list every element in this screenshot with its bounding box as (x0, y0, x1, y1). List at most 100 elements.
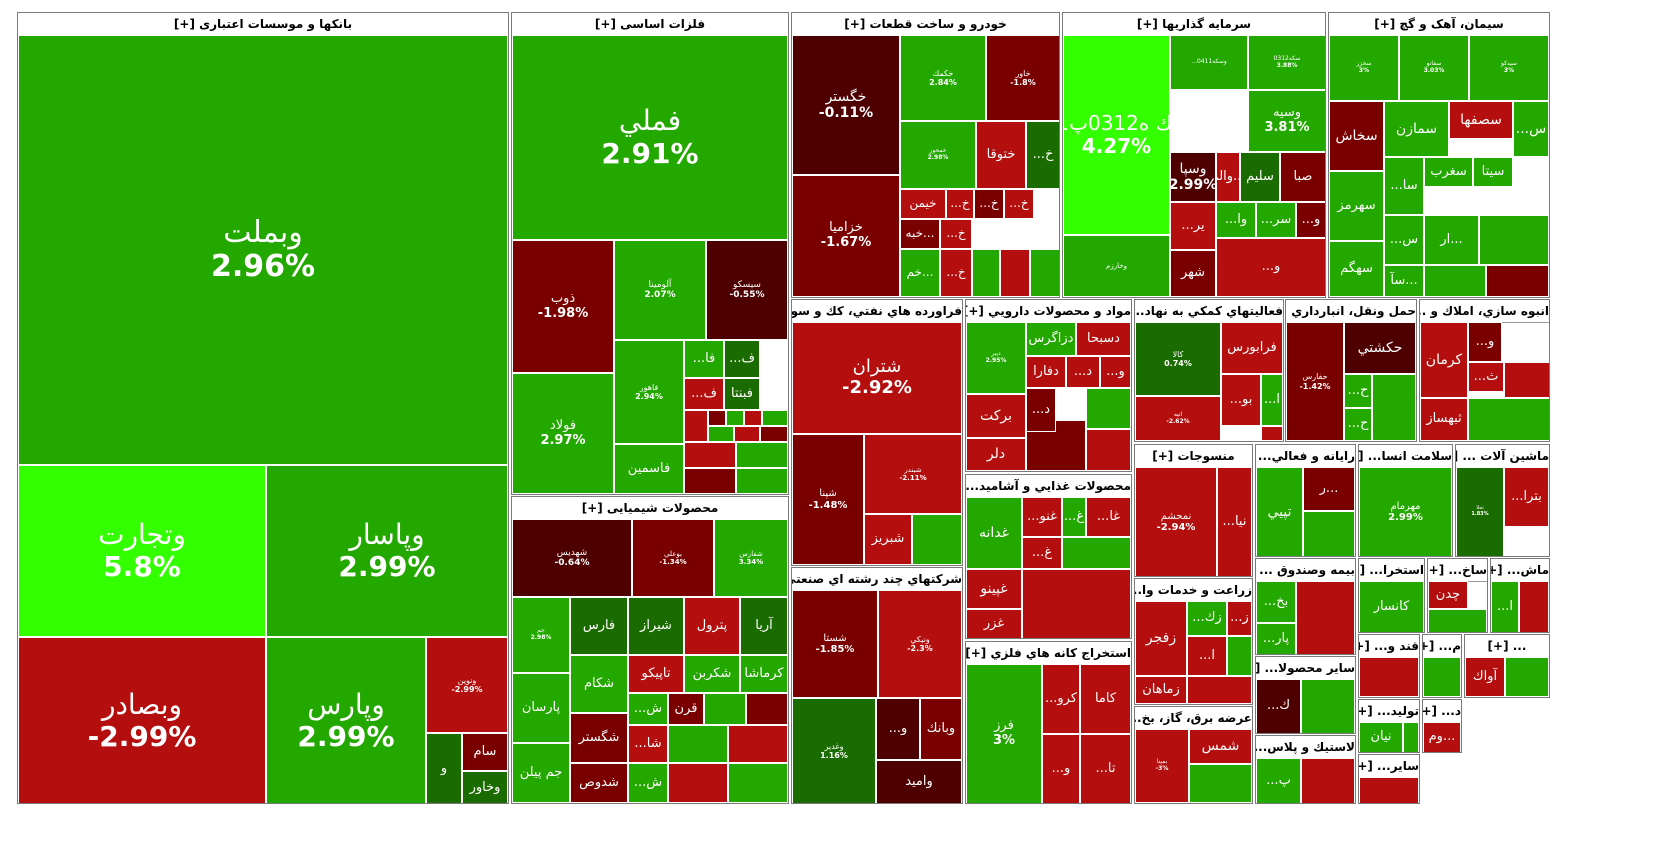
sector-title-expand-button[interactable]: توليد... [+] (1359, 700, 1419, 723)
stock-tile[interactable]: دزاگرس (1026, 322, 1076, 356)
stock-tile[interactable]: فرابورس (1221, 322, 1283, 374)
stock-tile[interactable]: و... (1296, 202, 1325, 238)
sector-title-expand-button[interactable]: استخرا... [+] (1359, 559, 1424, 582)
stock-tile[interactable]: خكمك 2.84% (900, 35, 986, 121)
stock-tile[interactable]: ا... (1187, 636, 1227, 676)
stock-tile[interactable]: سر... (1256, 202, 1296, 238)
stock-tile[interactable]: ...وم (1423, 722, 1461, 752)
stock-tile[interactable]: سك ه0312پ014.27% (1063, 35, 1170, 235)
stock-tile[interactable] (1086, 429, 1131, 471)
stock-tile[interactable] (726, 410, 744, 426)
stock-tile[interactable]: وخاور (462, 771, 508, 803)
stock-tile[interactable]: نيان (1359, 722, 1403, 752)
stock-tile[interactable]: واميد (876, 760, 962, 803)
stock-tile[interactable]: سفانو 3.03% (1399, 35, 1469, 101)
stock-tile[interactable]: زماهان (1135, 676, 1187, 704)
stock-tile[interactable]: ف... (724, 340, 760, 378)
sector-title-expand-button[interactable]: قند و... [+] (1359, 635, 1419, 658)
stock-tile[interactable]: خ... (946, 189, 974, 219)
sector-title-expand-button[interactable]: استخراج كانه هاي فلزي [+] (966, 642, 1131, 665)
stock-tile[interactable]: بخ... (1256, 581, 1296, 623)
stock-tile[interactable] (1187, 676, 1252, 704)
stock-tile[interactable] (736, 468, 788, 494)
stock-tile[interactable]: سصفها (1449, 101, 1513, 139)
stock-tile[interactable]: و... (1100, 356, 1131, 388)
stock-tile[interactable] (1505, 657, 1549, 697)
stock-tile[interactable]: كانسار (1359, 581, 1424, 632)
stock-tile[interactable] (1303, 511, 1355, 556)
sector-title-expand-button[interactable]: محصولات شیمیایی [+] (512, 497, 788, 520)
stock-tile[interactable]: ديبر 2.95% (966, 322, 1026, 394)
stock-tile[interactable] (1022, 569, 1131, 638)
stock-tile[interactable] (1296, 581, 1355, 654)
stock-tile[interactable]: شپنا -1.48% (792, 434, 864, 565)
stock-tile[interactable]: سليم (1240, 152, 1280, 202)
stock-tile[interactable]: كاما (1080, 664, 1131, 734)
stock-tile[interactable]: شهديس -0.64% (512, 519, 632, 597)
stock-tile[interactable]: سهرمز (1329, 171, 1384, 241)
sector-title-expand-button[interactable]: فراورده هاي نفتي، كك و سو... [+] (792, 300, 962, 323)
stock-tile[interactable]: بوعلي -1.34% (632, 519, 714, 597)
stock-tile[interactable]: اتيه -2.62% (1135, 396, 1221, 441)
stock-tile[interactable]: ونيكي -2.3% (878, 590, 962, 698)
stock-tile[interactable]: ونوین -2.99% (426, 637, 508, 733)
sector-title-expand-button[interactable]: عرضه برق، گاز، بخ... [+] (1135, 707, 1252, 730)
sector-title-expand-button[interactable]: م... [+] (1423, 635, 1461, 658)
sector-title-expand-button[interactable]: فلزات اساسی [+] (512, 13, 788, 36)
stock-tile[interactable]: سكه0312 3.88% (1248, 35, 1325, 90)
stock-tile[interactable]: شدوص (570, 763, 628, 803)
sector-title-expand-button[interactable]: خودرو و ساخت قطعات [+] (792, 13, 1059, 36)
stock-tile[interactable]: ...والم (1216, 152, 1240, 202)
stock-tile[interactable]: فارس (570, 597, 628, 655)
sector-title-expand-button[interactable]: فعاليتهاي كمكي به نهاد... [+] (1135, 300, 1283, 323)
stock-tile[interactable]: بركت (966, 394, 1026, 438)
stock-tile[interactable]: آواك (1465, 657, 1505, 697)
stock-tile[interactable]: پارسان (512, 673, 570, 743)
stock-tile[interactable]: خزاميا -1.67% (792, 175, 900, 297)
stock-tile[interactable]: سهگم (1329, 241, 1384, 297)
stock-tile[interactable]: ك... (1256, 679, 1301, 733)
stock-tile[interactable]: كرو... (1042, 664, 1080, 734)
stock-tile[interactable]: وپاسار 2.99% (266, 465, 508, 637)
sector-title-expand-button[interactable]: ... [+] (1465, 635, 1549, 658)
stock-tile[interactable]: دفارا (1026, 356, 1066, 388)
stock-tile[interactable] (668, 725, 728, 763)
stock-tile[interactable]: ف... (684, 378, 724, 410)
stock-tile[interactable]: غنو... (1022, 497, 1062, 537)
stock-tile[interactable]: شفارس 3.34% (714, 519, 788, 597)
sector-title-expand-button[interactable]: بيمه وصندوق ... [+] (1256, 559, 1355, 582)
stock-tile[interactable]: غدانه (966, 497, 1022, 569)
stock-tile[interactable] (684, 468, 736, 494)
stock-tile[interactable] (684, 442, 736, 468)
sector-title-expand-button[interactable]: حمل ونقل، انبارداري ... [+] (1286, 300, 1416, 323)
stock-tile[interactable]: شكربن (684, 655, 740, 693)
stock-tile[interactable]: خ... (1004, 189, 1034, 219)
stock-tile[interactable]: غ... (1022, 537, 1062, 569)
stock-tile[interactable] (1026, 420, 1086, 471)
stock-tile[interactable]: شهر (1170, 250, 1216, 297)
stock-tile[interactable]: ...خم (900, 249, 940, 297)
stock-tile[interactable]: وتجارت 5.8% (18, 465, 266, 637)
stock-tile[interactable] (762, 410, 788, 426)
stock-tile[interactable]: پترول (684, 597, 740, 655)
stock-tile[interactable] (1000, 249, 1030, 297)
stock-tile[interactable]: ...خبه (900, 219, 940, 249)
stock-tile[interactable]: جم 2.98% (512, 597, 570, 673)
stock-tile[interactable]: فملي 2.91% (512, 35, 788, 240)
stock-tile[interactable] (1189, 764, 1252, 803)
stock-tile[interactable]: جم پيلن (512, 743, 570, 803)
stock-tile[interactable]: قرن (668, 693, 704, 725)
sector-title-expand-button[interactable]: محصولات غذايي و آشاميد... [+] (966, 475, 1131, 498)
sector-title-expand-button[interactable]: مواد و محصولات دارويي [+] (966, 300, 1131, 323)
stock-tile[interactable]: شا... (628, 725, 668, 763)
stock-tile[interactable]: وسكه0411... (1170, 35, 1248, 90)
stock-tile[interactable]: فاهور 2.94% (614, 340, 684, 444)
stock-tile[interactable]: زفجر (1135, 601, 1187, 676)
stock-tile[interactable] (708, 426, 734, 442)
stock-tile[interactable] (1359, 657, 1419, 697)
sector-title-expand-button[interactable]: سرمایه گذاریها [+] (1063, 13, 1325, 36)
stock-tile[interactable]: دسبحا (1076, 322, 1131, 356)
stock-tile[interactable] (746, 693, 788, 725)
stock-tile[interactable]: سيسكو -0.55% (706, 240, 788, 340)
stock-tile[interactable]: خ... (974, 189, 1004, 219)
